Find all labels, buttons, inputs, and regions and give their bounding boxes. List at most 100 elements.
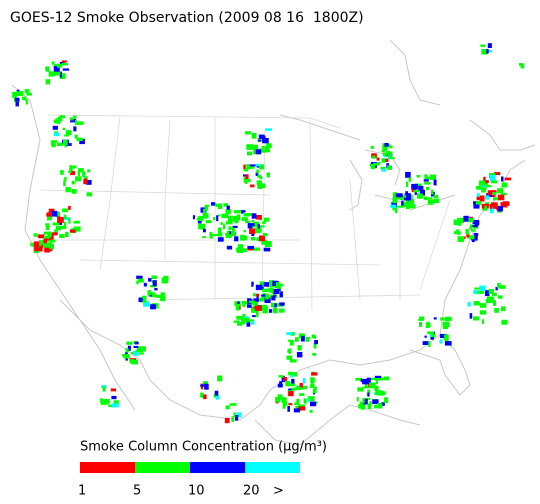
smoke-patch [259,164,265,170]
smoke-patch [204,383,209,390]
smoke-patch [472,225,478,228]
smoke-patch [61,63,68,66]
smoke-patch [56,226,62,231]
smoke-patch [133,350,139,356]
smoke-patch [253,247,260,251]
smoke-patch [217,237,224,242]
smoke-patch [258,183,263,189]
smoke-patch [152,280,157,287]
smoke-patch [288,371,293,376]
smoke-patch [251,281,254,287]
smoke-patch [382,145,388,151]
smoke-patch [311,334,316,338]
smoke-patch [492,192,497,195]
smoke-patch [63,221,67,228]
smoke-patch [160,296,166,302]
smoke-patch [428,323,431,328]
smoke-patch [127,345,131,351]
smoke-patch [301,335,305,342]
smoke-patch [302,378,306,384]
smoke-patch [413,190,420,193]
smoke-patch [63,214,67,219]
smoke-patch [255,305,262,311]
smoke-patch [33,233,38,237]
smoke-patch [422,341,430,345]
smoke-patch [419,322,422,327]
smoke-patch [244,180,248,184]
smoke-patch [485,299,493,304]
smoke-patch [288,383,295,387]
smoke-patch [312,389,317,394]
smoke-patch [48,208,55,214]
smoke-patch [43,231,51,234]
smoke-patch [124,352,128,356]
smoke-patch [262,184,266,188]
smoke-patch [405,191,409,195]
smoke-patch [474,287,480,290]
smoke-patch [279,302,285,306]
smoke-patch [39,240,45,244]
smoke-patch [275,396,281,403]
smoke-patch [384,143,389,147]
smoke-patch [59,73,66,79]
smoke-patch [262,288,269,293]
smoke-patch [71,180,75,185]
smoke-patch [122,354,129,357]
smoke-patch [363,386,370,389]
smoke-patch [268,309,273,313]
smoke-patch [138,297,143,302]
smoke-patch [236,412,242,418]
smoke-patch [281,376,285,383]
smoke-patch [251,213,257,219]
smoke-patch [147,290,151,296]
smoke-patch [62,139,68,146]
smoke-patch [479,195,485,202]
smoke-patch [232,227,235,234]
smoke-patch [294,337,299,342]
smoke-patch [355,378,363,381]
smoke-patch [218,214,221,217]
smoke-patch [475,201,482,205]
smoke-patch [57,216,61,222]
smoke-patch [456,229,459,233]
smoke-patch [497,206,503,212]
smoke-patch [403,202,411,208]
smoke-patch [256,180,262,185]
smoke-patch [469,226,473,230]
smoke-patch [148,278,152,282]
smoke-patch [490,194,496,197]
smoke-patch [490,180,498,184]
smoke-patch [248,165,255,169]
smoke-patch [262,221,266,225]
smoke-patch [295,386,302,390]
smoke-patch [46,214,52,221]
smoke-patch [68,205,71,210]
smoke-patch [310,377,315,383]
smoke-patch [218,232,223,237]
smoke-patch [310,384,315,388]
smoke-patch [424,182,431,185]
smoke-patch [225,233,228,236]
smoke-patch [202,228,206,233]
smoke-patch [381,402,385,406]
smoke-patch [481,49,488,55]
smoke-patch [264,241,272,247]
smoke-patch [479,310,487,315]
smoke-patch [65,130,72,135]
smoke-patch [490,174,496,181]
smoke-patch [388,157,395,160]
smoke-patch [240,210,246,213]
smoke-patch [248,319,255,322]
smoke-patch [49,239,56,243]
smoke-patch [204,204,209,207]
colorbar-label: 10 [188,484,205,499]
smoke-patch [439,339,443,344]
smoke-patch [263,217,269,222]
smoke-patch [68,170,72,174]
smoke-patch [298,406,306,411]
smoke-patch [258,225,265,228]
smoke-patch [55,118,59,124]
smoke-patch [473,232,478,237]
smoke-patch [487,43,492,48]
smoke-patch [204,206,209,211]
